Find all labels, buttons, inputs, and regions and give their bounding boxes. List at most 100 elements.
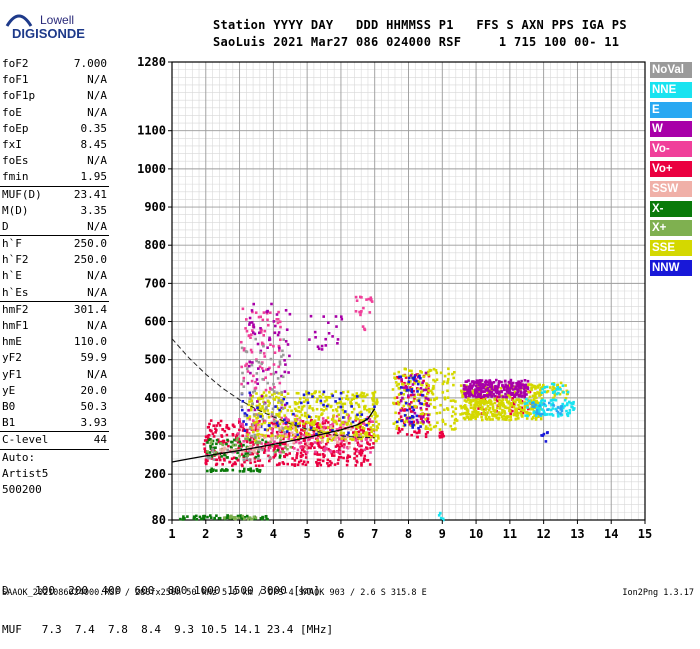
data-point <box>414 377 417 381</box>
data-point <box>253 389 257 392</box>
data-point <box>325 398 329 402</box>
data-point <box>232 456 236 460</box>
data-point <box>519 408 523 411</box>
data-point <box>429 427 433 431</box>
data-point <box>538 383 541 387</box>
data-point <box>531 403 534 407</box>
data-point <box>258 441 262 444</box>
y-tick-label: 200 <box>144 467 166 481</box>
data-point <box>475 383 479 386</box>
data-point <box>348 424 352 428</box>
data-point <box>420 402 423 406</box>
data-point <box>334 400 337 403</box>
data-point <box>435 378 439 381</box>
data-point <box>251 427 254 430</box>
data-point <box>202 517 206 520</box>
data-point <box>255 423 258 426</box>
data-point <box>474 412 477 415</box>
data-point <box>324 419 328 422</box>
data-point <box>501 401 505 405</box>
data-point <box>284 434 288 437</box>
param-name: D <box>2 219 9 233</box>
data-point <box>264 440 268 444</box>
data-point <box>504 418 508 421</box>
data-point <box>316 464 319 467</box>
data-point <box>319 441 322 444</box>
data-point <box>228 516 232 520</box>
data-point <box>510 402 513 405</box>
data-point <box>330 439 334 442</box>
data-point <box>363 328 367 332</box>
data-point <box>416 393 420 396</box>
param-row: foF2 7.000 <box>0 56 112 72</box>
data-point <box>529 399 533 402</box>
data-point <box>311 395 314 398</box>
data-point <box>268 338 272 341</box>
param-name: h`F <box>2 237 22 251</box>
data-point <box>371 391 374 395</box>
param-row: Auto: <box>0 450 112 466</box>
data-point <box>447 372 450 376</box>
data-point <box>426 431 429 434</box>
data-point <box>355 436 359 440</box>
data-point <box>524 383 528 387</box>
data-point <box>357 430 361 434</box>
data-point <box>209 516 213 519</box>
data-point <box>488 415 491 419</box>
data-point <box>299 455 303 458</box>
data-point <box>325 442 328 446</box>
data-point <box>362 431 365 435</box>
data-point <box>243 347 246 350</box>
data-point <box>435 397 438 400</box>
data-point <box>284 432 287 436</box>
data-point <box>217 421 220 425</box>
data-point <box>335 402 339 405</box>
data-point <box>252 302 255 306</box>
data-point <box>474 388 477 391</box>
data-point <box>354 425 358 428</box>
data-point <box>425 404 429 407</box>
param-name: B1 <box>2 416 16 430</box>
data-point <box>249 408 253 412</box>
data-point <box>469 392 473 395</box>
data-point <box>496 391 499 395</box>
data-point <box>354 439 358 442</box>
data-point <box>447 377 450 381</box>
data-point <box>255 447 258 450</box>
data-point <box>497 416 501 420</box>
data-point <box>394 421 398 424</box>
data-point <box>256 428 260 431</box>
param-name: yF2 <box>2 351 22 365</box>
footer-version: Ion2Png 1.3.17 <box>622 588 694 598</box>
data-point <box>317 418 320 421</box>
data-point <box>478 379 481 382</box>
data-point <box>529 383 532 386</box>
data-point <box>373 410 377 414</box>
data-point <box>247 334 251 337</box>
data-point <box>494 398 498 401</box>
data-point <box>407 376 411 380</box>
data-point <box>311 435 315 439</box>
data-point <box>336 342 339 345</box>
data-point <box>251 440 254 444</box>
data-point <box>253 448 256 451</box>
data-point <box>401 396 404 400</box>
data-point <box>372 433 376 436</box>
data-point <box>410 406 414 409</box>
data-point <box>272 418 276 421</box>
data-point <box>301 447 305 451</box>
data-point <box>304 456 308 459</box>
data-point <box>475 403 479 407</box>
data-point <box>339 391 343 395</box>
data-point <box>241 464 244 468</box>
data-point <box>368 443 371 446</box>
data-point <box>261 405 264 408</box>
data-point <box>257 469 261 473</box>
data-point <box>552 386 556 390</box>
data-point <box>549 399 553 402</box>
data-point <box>259 327 262 330</box>
param-value: 3.93 <box>80 416 108 430</box>
data-point <box>444 422 447 426</box>
data-point <box>452 410 455 413</box>
param-row: h`Es N/A <box>0 285 112 301</box>
